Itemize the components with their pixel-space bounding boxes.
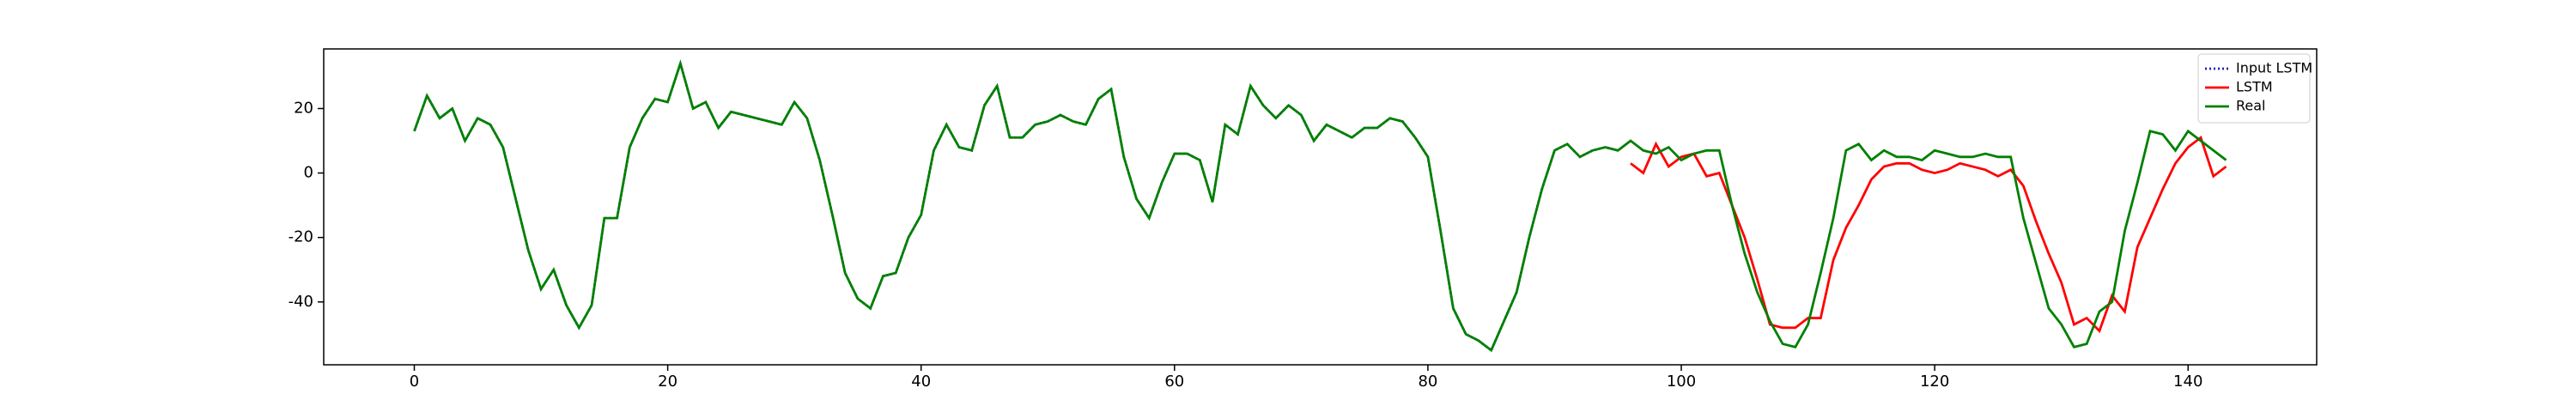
x-tick-label: 120 bbox=[1920, 373, 1949, 391]
x-tick-label: 100 bbox=[1667, 373, 1696, 391]
x-tick-label: 60 bbox=[1164, 373, 1184, 391]
legend-label: Input LSTM bbox=[2236, 60, 2312, 76]
y-tick-label: -20 bbox=[289, 228, 313, 246]
y-tick-label: 0 bbox=[304, 164, 313, 182]
series-line bbox=[1630, 135, 2227, 334]
legend-label: Real bbox=[2236, 98, 2266, 114]
plot-frame bbox=[323, 48, 2318, 366]
x-tick-label: 40 bbox=[911, 373, 931, 391]
series-line bbox=[413, 59, 2227, 353]
x-tick-label: 20 bbox=[658, 373, 677, 391]
x-tick-label: 0 bbox=[410, 373, 419, 391]
y-tick-label: -40 bbox=[289, 293, 313, 311]
y-tick-label: 20 bbox=[294, 99, 313, 117]
x-tick-label: 80 bbox=[1418, 373, 1437, 391]
x-tick-label: 140 bbox=[2173, 373, 2202, 391]
legend-label: LSTM bbox=[2236, 79, 2273, 95]
